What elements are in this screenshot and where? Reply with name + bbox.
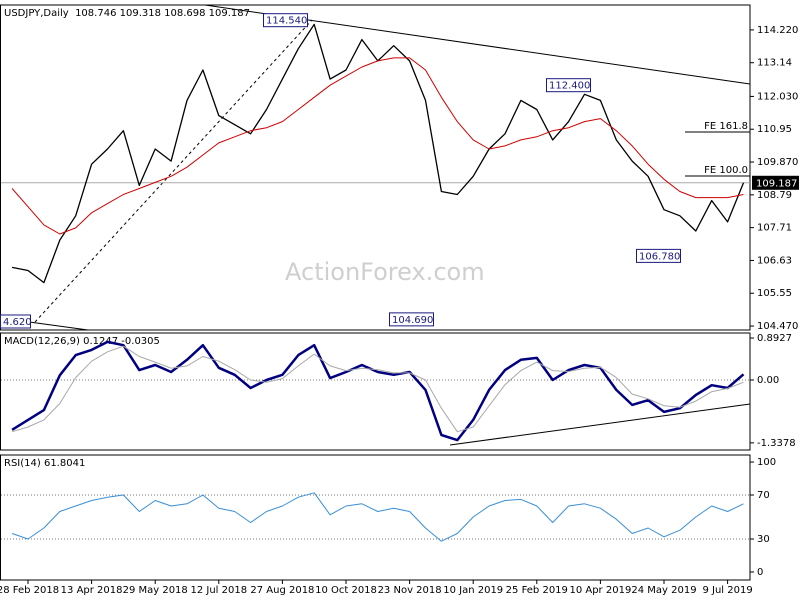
series-line — [11, 57, 744, 235]
annotation-label: 4.620 — [3, 317, 32, 328]
annotation-label: 112.400 — [549, 81, 590, 92]
panel-title: RSI(14) 61.8041 — [4, 458, 85, 469]
y-tick-label: 108.79 — [757, 190, 792, 201]
y-tick-label: 112.030 — [757, 91, 798, 102]
x-tick-label: 10 Jan 2019 — [443, 585, 503, 596]
annotation-label: 106.780 — [639, 251, 680, 262]
x-tick-label: 10 Apr 2019 — [569, 585, 631, 596]
panel-frame — [0, 454, 751, 581]
last-price-label: 109.187 — [756, 178, 797, 189]
y-tick-label: 105.55 — [757, 288, 792, 299]
x-tick-label: 27 Aug 2018 — [250, 585, 314, 596]
annotation-box — [546, 78, 591, 93]
x-tick-label: 25 Feb 2019 — [506, 585, 568, 596]
x-tick-label: 10 Oct 2018 — [315, 585, 377, 596]
trend-line — [449, 403, 751, 446]
y-tick-label: 110.95 — [757, 124, 792, 135]
series-line — [11, 340, 745, 442]
y-tick-label: -1.3378 — [757, 438, 796, 449]
y-tick-label: 109.870 — [757, 157, 798, 168]
annotation-label: 104.690 — [392, 315, 433, 326]
panel-title: USDJPY,Daily 108.746 109.318 108.698 109… — [4, 8, 250, 19]
trend-line — [34, 19, 313, 323]
annotation-label: 114.540 — [266, 16, 307, 27]
series-line — [11, 492, 744, 542]
x-tick-label: 12 Jul 2018 — [190, 585, 247, 596]
annotation-box — [0, 314, 31, 329]
y-tick-label: 0.8927 — [757, 333, 792, 344]
x-tick-label: 13 Apr 2018 — [61, 585, 123, 596]
watermark: ActionForex.com — [285, 258, 485, 286]
y-tick-label: 30 — [757, 534, 770, 545]
x-tick-label: 29 May 2018 — [123, 585, 188, 596]
fe-label: FE 100.0 — [704, 165, 748, 176]
y-tick-label: 107.71 — [757, 223, 792, 234]
y-tick-label: 113.14 — [757, 58, 792, 69]
annotation-box — [263, 13, 308, 28]
last-price-box — [752, 175, 799, 190]
y-tick-label: 114.220 — [757, 25, 798, 36]
y-tick-label: 70 — [757, 490, 770, 501]
y-tick-label: 0.00 — [757, 375, 779, 386]
x-tick-label: 24 May 2019 — [631, 585, 696, 596]
annotation-box — [389, 312, 434, 327]
x-tick-label: 28 Feb 2018 — [0, 585, 59, 596]
x-tick-label: 9 Jul 2019 — [702, 585, 752, 596]
y-tick-label: 106.63 — [757, 255, 792, 266]
y-tick-label: 104.470 — [757, 321, 798, 332]
panel-frame — [0, 332, 751, 451]
y-tick-label: 100 — [757, 457, 776, 468]
panel-frame — [0, 4, 751, 331]
panel-title: MACD(12,26,9) 0.1247 -0.0305 — [4, 336, 160, 347]
x-tick-label: 23 Nov 2018 — [378, 585, 442, 596]
series-line — [11, 345, 744, 433]
annotation-box — [636, 248, 681, 263]
y-tick-label: 0 — [757, 567, 763, 578]
fe-label: FE 161.8 — [704, 121, 748, 132]
